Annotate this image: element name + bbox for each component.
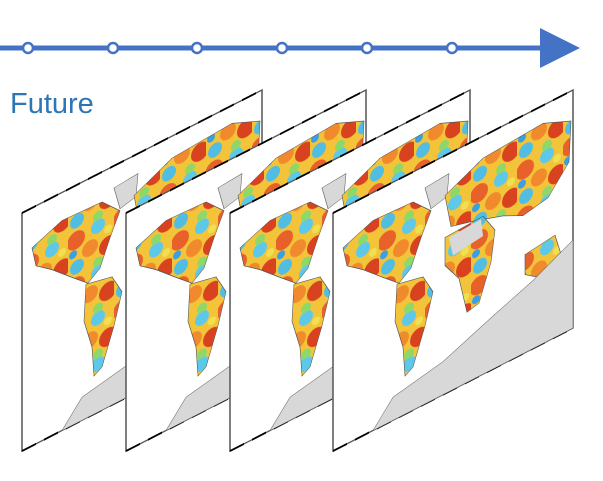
timeline-label: Future bbox=[10, 88, 94, 120]
timeline-dots bbox=[21, 41, 459, 55]
timeline-arrowhead bbox=[540, 28, 580, 68]
